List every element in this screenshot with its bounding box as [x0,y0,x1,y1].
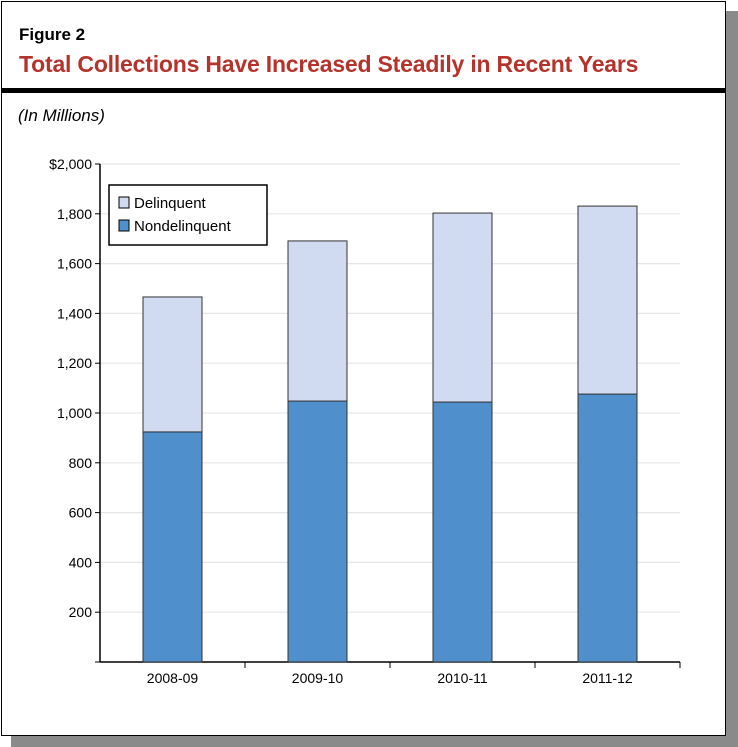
header-rule [1,88,726,93]
bar-delinquent-2010-11 [432,212,493,403]
y-tick-label: 600 [69,505,93,521]
bar-nondelinquent-2010-11 [432,401,493,663]
legend-label-nondelinquent: Nondelinquent [134,218,232,235]
y-tick-label: 1,200 [57,355,92,371]
figure-label: Figure 2 [19,25,86,44]
y-tick-label: 1,800 [57,206,92,222]
units-label: (In Millions) [18,106,105,125]
bar-delinquent-2008-09 [142,296,203,433]
bar-nondelinquent-2009-10 [287,400,348,663]
x-tick-label: 2011-12 [582,670,633,686]
x-tick-label: 2009-10 [292,670,344,686]
y-tick-label: 1,400 [57,305,92,321]
y-tick-label: 200 [69,604,93,620]
chart-title: Total Collections Have Increased Steadil… [19,51,639,77]
legend [108,184,268,246]
bar-delinquent-2011-12 [577,205,638,395]
bar-nondelinquent-2008-09 [142,431,203,663]
bar-delinquent-2009-10 [287,240,348,402]
x-tick-label: 2008-09 [147,670,199,686]
legend-swatch-delinquent [118,196,130,209]
y-tick-label: 400 [69,554,93,570]
y-tick-label: 1,600 [57,256,92,272]
legend-swatch-nondelinquent [118,219,130,232]
bar-nondelinquent-2011-12 [577,393,638,663]
x-tick-label: 2010-11 [437,670,488,686]
legend-label-delinquent: Delinquent [134,195,207,212]
y-tick-label: 800 [69,455,93,471]
y-tick-label: $2,000 [49,156,92,172]
y-tick-label: 1,000 [57,405,92,421]
